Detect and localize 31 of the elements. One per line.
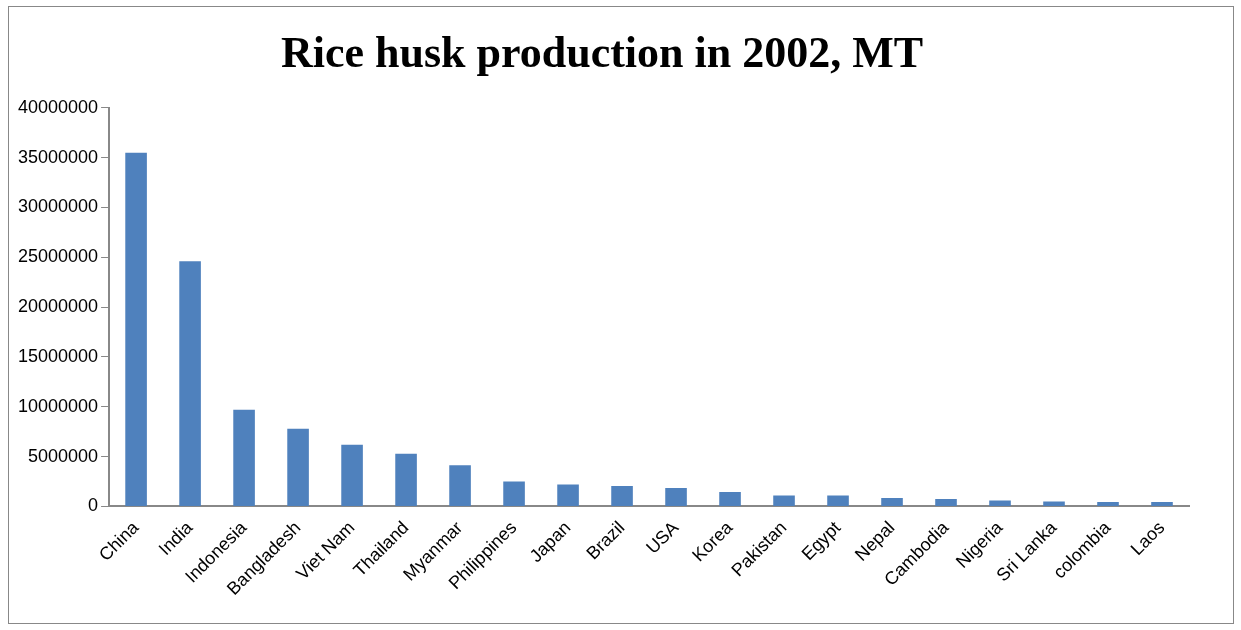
bar <box>665 488 687 506</box>
y-tick-label: 0 <box>88 495 99 516</box>
y-tick-label: 30000000 <box>17 196 99 217</box>
bar <box>287 428 309 506</box>
bar <box>935 499 957 506</box>
bar <box>1097 502 1119 506</box>
bar <box>881 498 903 506</box>
bar <box>125 152 147 506</box>
bar <box>449 465 471 506</box>
bar <box>341 444 363 506</box>
y-tick-label: 15000000 <box>17 345 99 366</box>
y-tick-label: 20000000 <box>17 296 99 317</box>
chart-title: Rice husk production in 2002, MT <box>280 27 924 77</box>
bar <box>719 492 741 506</box>
bar <box>503 481 525 506</box>
bar <box>179 261 201 506</box>
y-tick-label: 40000000 <box>17 96 99 117</box>
bar <box>395 453 417 506</box>
bar <box>1151 502 1173 506</box>
bar <box>611 486 633 506</box>
bar <box>989 500 1011 506</box>
y-tick-label: 10000000 <box>17 395 99 416</box>
y-tick-label: 25000000 <box>17 246 99 267</box>
bar <box>1043 501 1065 506</box>
bar <box>827 495 849 506</box>
bar <box>557 484 579 506</box>
bar <box>773 495 795 506</box>
y-tick-label: 35000000 <box>17 146 99 167</box>
x-tick-label: USA <box>642 517 683 558</box>
bar <box>233 409 255 506</box>
y-tick-label: 5000000 <box>28 445 99 466</box>
